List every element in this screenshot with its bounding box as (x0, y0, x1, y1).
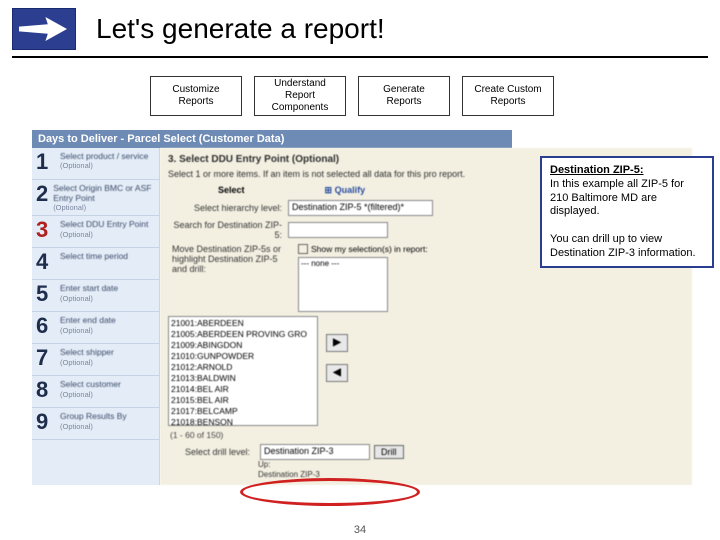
move-label: Move Destination ZIP-5s or highlight Des… (168, 244, 298, 274)
step-number: 5 (36, 283, 60, 308)
page-number: 34 (0, 524, 720, 536)
step-label: Select time period (60, 251, 128, 261)
step-label: Select product / service (60, 151, 148, 161)
list-item[interactable]: 21010:GUNPOWDER (171, 351, 315, 362)
list-item[interactable]: 21001:ABERDEEN (171, 318, 315, 329)
step-optional: (Optional) (60, 422, 127, 431)
step-number: 9 (36, 411, 60, 436)
wizard-step-5[interactable]: 5 Enter start date (Optional) (32, 280, 159, 312)
tab-customize[interactable]: Customize Reports (150, 76, 242, 116)
wizard-step-2[interactable]: 2 Select Origin BMC or ASF Entry Point (… (32, 180, 159, 216)
wizard-step-4[interactable]: 4 Select time period (32, 248, 159, 280)
drill-dropdown[interactable]: Destination ZIP-3 (260, 444, 370, 460)
step-optional: (Optional) (60, 390, 121, 399)
hierarchy-dropdown[interactable]: Destination ZIP-5 *(filtered)* (288, 200, 433, 216)
page-title: Let's generate a report! (96, 13, 385, 45)
step-number: 6 (36, 315, 60, 340)
step-label: Group Results By (60, 411, 127, 421)
window-title: Days to Deliver - Parcel Select (Custome… (32, 130, 512, 148)
step-number: 8 (36, 379, 60, 404)
list-item[interactable]: 21005:ABERDEEN PROVING GRO (171, 329, 315, 340)
wizard-steps: 1 Select product / service (Optional) 2 … (32, 148, 160, 485)
step-label: Select customer (60, 379, 121, 389)
list-item[interactable]: 21015:BEL AIR (171, 395, 315, 406)
selection-none: --- none --- (301, 259, 385, 268)
tab-generate[interactable]: Generate Reports (358, 76, 450, 116)
step-number: 1 (36, 151, 60, 176)
list-item[interactable]: 21014:BEL AIR (171, 384, 315, 395)
step-label: Select shipper (60, 347, 114, 357)
callout-heading: Destination ZIP-5: (550, 164, 704, 178)
hierarchy-label: Select hierarchy level: (168, 203, 288, 213)
wizard-step-1[interactable]: 1 Select product / service (Optional) (32, 148, 159, 180)
move-right-button[interactable]: ▶ (326, 334, 348, 352)
step-label: Enter start date (60, 283, 118, 293)
step-optional: (Optional) (53, 203, 155, 212)
tab-understand[interactable]: Understand Report Components (254, 76, 346, 116)
wizard-step-3[interactable]: 3 Select DDU Entry Point (Optional) (32, 216, 159, 248)
step-number: 7 (36, 347, 60, 372)
list-item[interactable]: 21018:BENSON (171, 417, 315, 426)
list-item[interactable]: 21017:BELCAMP (171, 406, 315, 417)
select-header: Select (218, 185, 245, 196)
search-label: Search for Destination ZIP-5: (168, 220, 288, 240)
wizard-step-8[interactable]: 8 Select customer (Optional) (32, 376, 159, 408)
step-label: Select Origin BMC or ASF Entry Point (53, 183, 155, 203)
zip-listbox[interactable]: 21001:ABERDEEN 21005:ABERDEEN PROVING GR… (168, 316, 318, 426)
step-label: Select DDU Entry Point (60, 219, 148, 229)
drill-button[interactable]: Drill (374, 445, 404, 459)
callout-text-2: You can drill up to view Destination ZIP… (550, 233, 704, 261)
move-left-button[interactable]: ◀ (326, 364, 348, 382)
callout-text-1: In this example all ZIP-5 for 210 Baltim… (550, 178, 704, 219)
step-optional: (Optional) (60, 326, 116, 335)
step-optional: (Optional) (60, 358, 114, 367)
show-selection-checkbox[interactable] (298, 244, 308, 254)
nav-tabs: Customize Reports Understand Report Comp… (150, 76, 720, 116)
list-item[interactable]: 21013:BALDWIN (171, 373, 315, 384)
tab-custom[interactable]: Create Custom Reports (462, 76, 554, 116)
search-input[interactable] (288, 222, 388, 238)
qualify-link[interactable]: ⊞ Qualify (325, 185, 366, 196)
list-item[interactable]: 21009:ABINGDON (171, 340, 315, 351)
drill-label: Select drill level: (168, 447, 256, 457)
selection-list[interactable]: --- none --- (298, 257, 388, 312)
list-item[interactable]: 21012:ARNOLD (171, 362, 315, 373)
result-count: (1 - 60 of 150) (170, 430, 682, 440)
step-number: 3 (36, 219, 60, 244)
step-number: 2 (36, 183, 53, 212)
drill-down-label: Destination ZIP-3 (258, 470, 684, 480)
step-optional: (Optional) (60, 294, 118, 303)
usps-logo (12, 8, 76, 50)
step-optional: (Optional) (60, 230, 148, 239)
wizard-step-6[interactable]: 6 Enter end date (Optional) (32, 312, 159, 344)
wizard-step-9[interactable]: 9 Group Results By (Optional) (32, 408, 159, 440)
step-optional: (Optional) (60, 161, 148, 170)
drill-up-label: Up: (258, 460, 684, 470)
show-selection-label: Show my selection(s) in report: (311, 244, 428, 254)
step-number: 4 (36, 251, 60, 276)
wizard-step-7[interactable]: 7 Select shipper (Optional) (32, 344, 159, 376)
step-label: Enter end date (60, 315, 116, 325)
callout-box: Destination ZIP-5: In this example all Z… (540, 156, 714, 268)
